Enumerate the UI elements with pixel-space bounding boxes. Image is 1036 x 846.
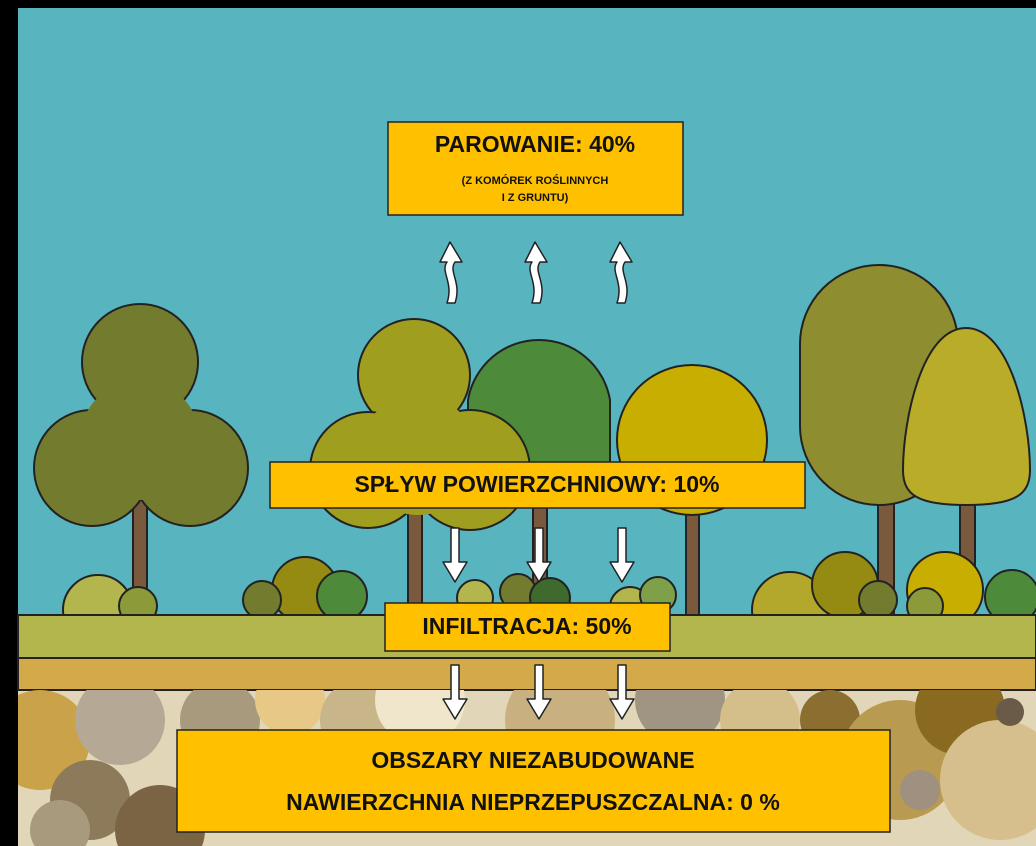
evaporation-note: I Z GRUNTU) <box>502 192 569 204</box>
evaporation-title: PAROWANIE: 40% <box>435 131 635 157</box>
soil <box>18 658 1036 690</box>
footer-box <box>177 730 890 832</box>
illustration: PAROWANIE: 40% (Z KOMÓREK ROŚLINNYCH I Z… <box>0 0 1036 846</box>
footer-line: NAWIERZCHNIA NIEPRZEPUSZCZALNA: 0 % <box>286 789 780 815</box>
runoff-title: SPŁYW POWIERZCHNIOWY: 10% <box>354 471 719 497</box>
infiltration-title: INFILTRACJA: 50% <box>422 613 631 639</box>
evaporation-note: (Z KOMÓREK ROŚLINNYCH <box>462 174 609 187</box>
footer-line: OBSZARY NIEZABUDOWANE <box>371 747 694 773</box>
